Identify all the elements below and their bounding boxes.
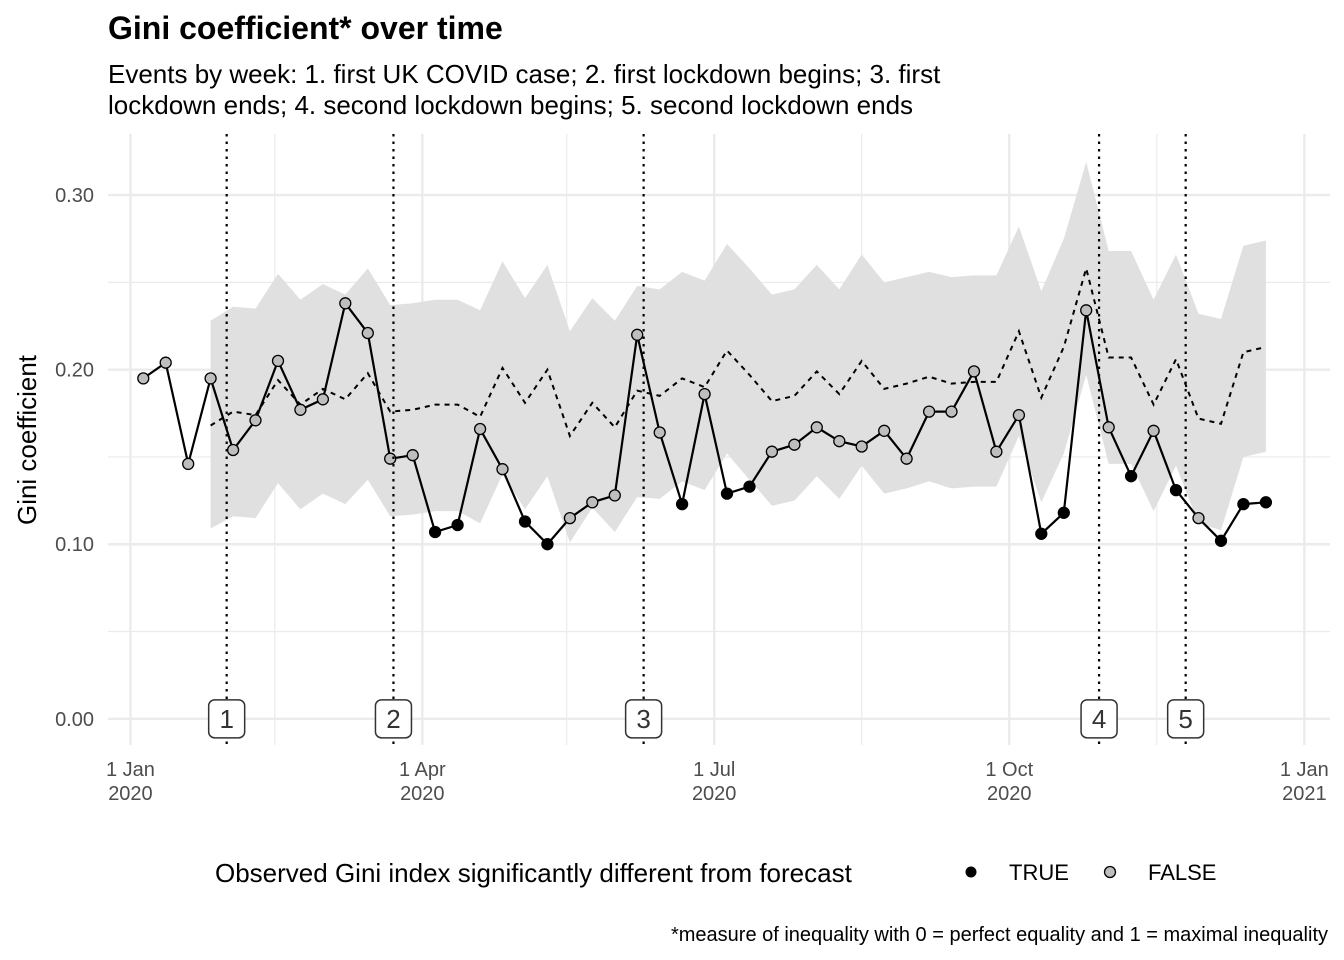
observed-point-false (249, 414, 262, 427)
event-label-box (1166, 699, 1205, 739)
observed-point-false (1147, 424, 1160, 437)
x-tick-label-year: 2020 (108, 783, 153, 805)
event-label: 1 (219, 704, 233, 734)
observed-point-false (271, 354, 285, 368)
observed-point-true (541, 538, 554, 551)
observed-point-false (653, 426, 666, 439)
observed-point-false (182, 457, 195, 471)
observed-point-false (922, 405, 936, 418)
chart-subtitle-line-2: lockdown ends; 4. second lockdown begins… (108, 90, 913, 120)
observed-point-false (855, 440, 868, 453)
observed-point-false (159, 356, 172, 369)
x-tick-label: 1 Oct (985, 759, 1033, 781)
forecast-interval-area (210, 161, 1266, 543)
x-tick-label-year: 2020 (987, 783, 1032, 805)
chart-title: Gini coefficient* over time (108, 10, 503, 46)
observed-point-false (496, 463, 509, 476)
event-label: 4 (1092, 704, 1106, 734)
event-label: 5 (1178, 704, 1192, 734)
observed-point-false (406, 449, 419, 462)
x-tick-label-year: 2021 (1282, 783, 1327, 805)
observed-point-false (361, 326, 374, 340)
observed-point-false (1012, 408, 1026, 422)
observed-point-false (608, 489, 621, 502)
event-markers: 1 2 3 4 5 (207, 134, 1205, 745)
observed-point-false (900, 452, 913, 465)
x-tick-label: 1 Jan (106, 759, 155, 781)
x-tick-label-year: 2020 (400, 783, 445, 805)
observed-point-false (384, 452, 397, 465)
legend-false-swatch (1103, 865, 1117, 879)
y-tick-label: 0.10 (55, 534, 94, 556)
observed-point-false (339, 297, 352, 310)
observed-point-false (878, 424, 891, 437)
observed-point-true (1035, 527, 1048, 540)
forecast-series (210, 264, 1267, 439)
observed-point-false (1102, 421, 1115, 434)
observed-point-false (990, 445, 1003, 458)
y-tick-label: 0.20 (55, 360, 94, 382)
observed-point-true (1169, 483, 1183, 497)
observed-point-true (1259, 496, 1273, 509)
observed-point-true (1057, 506, 1070, 519)
observed-point-false (1080, 304, 1093, 317)
y-tick-label: 0.30 (55, 185, 94, 207)
observed-point-false (833, 435, 846, 448)
observed-point-false (945, 405, 958, 418)
observed-point-true (451, 518, 464, 532)
legend-true-swatch (965, 866, 977, 878)
event-label-box (624, 699, 663, 739)
x-tick-label: 1 Apr (399, 759, 446, 781)
observed-point-false (586, 496, 599, 509)
x-tick-label-year: 2020 (692, 783, 737, 805)
chart-subtitle-line-1: Events by week: 1. first UK COVID case; … (108, 59, 941, 89)
observed-point-false (226, 443, 240, 457)
legend-true-label: TRUE (1009, 860, 1069, 885)
observed-point-true (1214, 534, 1228, 547)
observed-point-false (137, 372, 150, 385)
legend-false-label: FALSE (1148, 860, 1216, 885)
event-label-box (1080, 699, 1118, 739)
observed-point-false (810, 421, 823, 434)
observed-point-false (967, 365, 981, 378)
y-axis-label: Gini coefficient (12, 354, 42, 525)
observed-point-true (675, 497, 689, 511)
observed-point-false (698, 387, 711, 401)
legend: Observed Gini index significantly differ… (215, 858, 1216, 888)
observed-point-false (788, 438, 801, 451)
observed-point-false (563, 511, 577, 525)
x-tick-label: 1 Jan (1280, 759, 1329, 781)
observed-point-false (316, 393, 330, 406)
event-label: 3 (636, 704, 650, 734)
observed-point-true (428, 525, 442, 539)
x-tick-label: 1 Jul (693, 759, 735, 781)
event-label-box (207, 699, 246, 739)
observed-point-true (720, 487, 734, 500)
observed-point-false (631, 328, 644, 341)
chart-caption: *measure of inequality with 0 = perfect … (671, 924, 1328, 946)
event-label: 2 (386, 704, 400, 734)
observed-point-true (1237, 497, 1250, 511)
event-label-box (374, 699, 413, 739)
y-tick-label: 0.00 (55, 709, 94, 731)
observed-point-true (518, 515, 532, 528)
observed-series (137, 297, 1273, 551)
observed-point-true (743, 480, 756, 493)
observed-point-false (204, 372, 217, 385)
observed-point-false (1192, 511, 1205, 525)
observed-point-false (473, 422, 487, 436)
forecast-interval-band (210, 161, 1266, 543)
observed-point-false (765, 445, 779, 458)
observed-point-true (1124, 470, 1138, 483)
forecast-line (210, 264, 1267, 439)
observed-point-false (294, 403, 307, 416)
legend-title: Observed Gini index significantly differ… (215, 858, 853, 888)
